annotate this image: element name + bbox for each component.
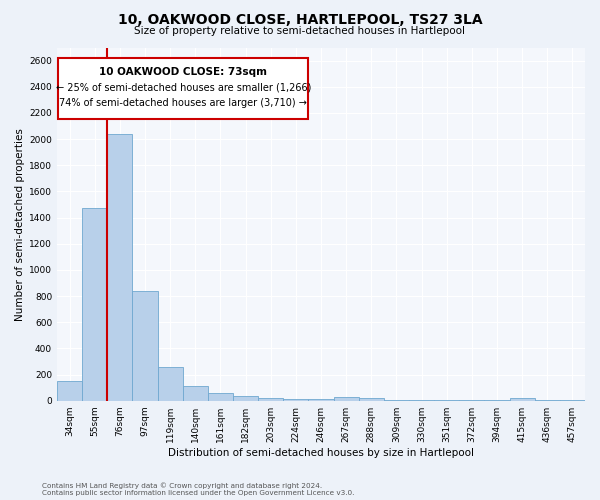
Bar <box>107 134 133 400</box>
Bar <box>233 396 258 400</box>
Text: 10 OAKWOOD CLOSE: 73sqm: 10 OAKWOOD CLOSE: 73sqm <box>100 66 268 76</box>
Bar <box>183 386 208 400</box>
Bar <box>82 208 107 400</box>
Text: Size of property relative to semi-detached houses in Hartlepool: Size of property relative to semi-detach… <box>134 26 466 36</box>
Bar <box>283 398 308 400</box>
Bar <box>208 393 233 400</box>
Text: ← 25% of semi-detached houses are smaller (1,266): ← 25% of semi-detached houses are smalle… <box>56 82 311 92</box>
Text: Contains HM Land Registry data © Crown copyright and database right 2024.: Contains HM Land Registry data © Crown c… <box>42 482 322 489</box>
Y-axis label: Number of semi-detached properties: Number of semi-detached properties <box>15 128 25 320</box>
Text: Contains public sector information licensed under the Open Government Licence v3: Contains public sector information licen… <box>42 490 355 496</box>
Bar <box>158 368 183 400</box>
Text: 74% of semi-detached houses are larger (3,710) →: 74% of semi-detached houses are larger (… <box>59 98 307 108</box>
Bar <box>258 398 283 400</box>
Bar <box>58 58 308 120</box>
Text: 10, OAKWOOD CLOSE, HARTLEPOOL, TS27 3LA: 10, OAKWOOD CLOSE, HARTLEPOOL, TS27 3LA <box>118 12 482 26</box>
Bar <box>359 398 384 400</box>
X-axis label: Distribution of semi-detached houses by size in Hartlepool: Distribution of semi-detached houses by … <box>168 448 474 458</box>
Bar <box>133 292 158 401</box>
Bar <box>509 398 535 400</box>
Bar <box>334 397 359 400</box>
Bar <box>57 381 82 400</box>
